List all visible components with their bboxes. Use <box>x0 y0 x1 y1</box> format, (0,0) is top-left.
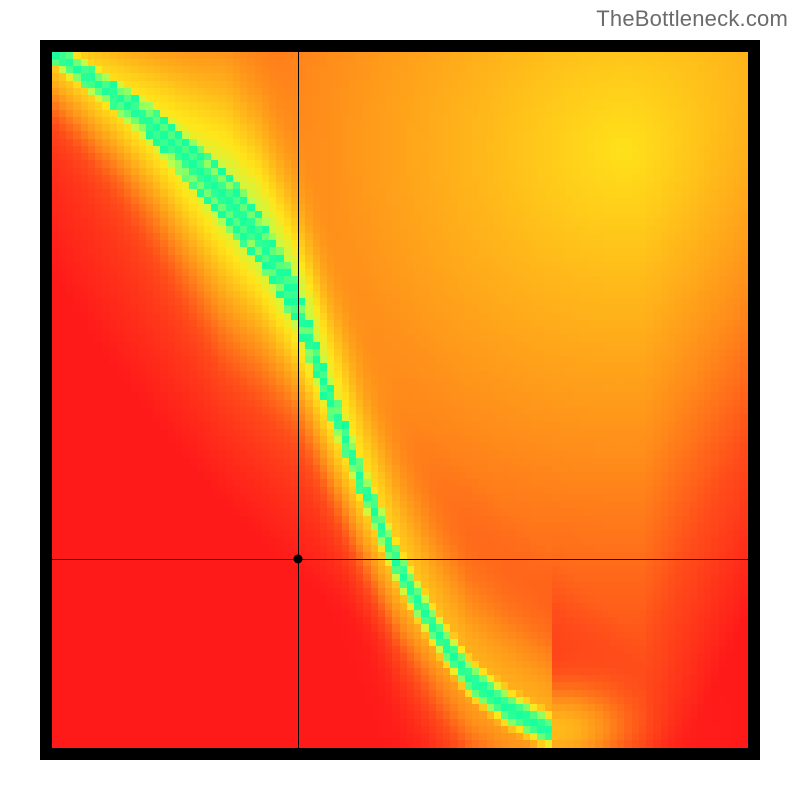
root: TheBottleneck.com <box>0 0 800 800</box>
watermark-text: TheBottleneck.com <box>596 6 788 32</box>
marker-dot <box>293 554 302 563</box>
plot-area <box>52 52 748 748</box>
plot-frame <box>40 40 760 760</box>
crosshair-horizontal <box>52 559 748 560</box>
heatmap-canvas <box>52 52 748 748</box>
crosshair-vertical <box>298 52 299 748</box>
